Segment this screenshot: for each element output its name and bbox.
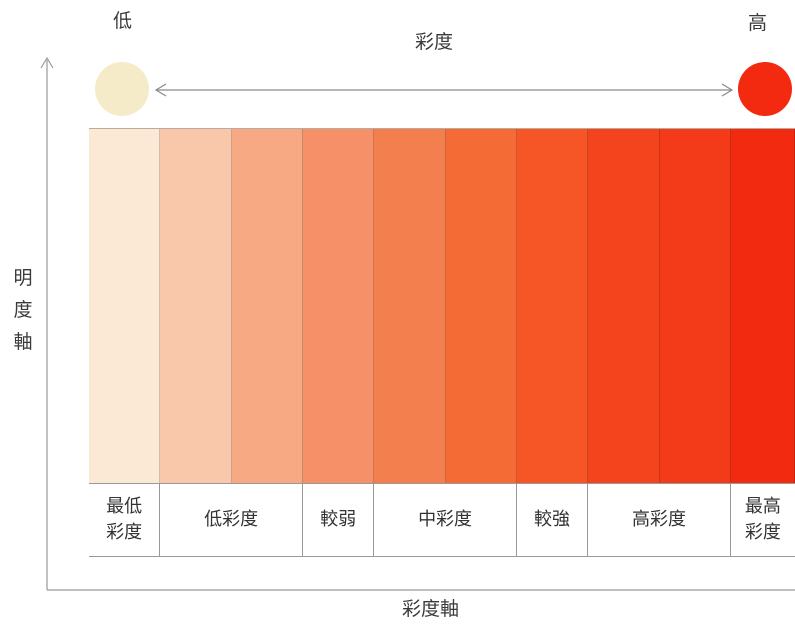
color-swatch-4 [302, 129, 375, 484]
lightness-axis-label: 明度軸 [12, 262, 34, 358]
color-swatch-1 [89, 129, 161, 484]
category-label-1: 最低 彩度 [89, 484, 161, 556]
color-swatch-5 [374, 129, 446, 484]
color-swatch-3 [231, 129, 303, 484]
category-label-4: 中彩度 [374, 484, 517, 556]
color-swatch-7 [516, 129, 589, 484]
chroma-axis-label: 彩度軸 [402, 598, 460, 620]
category-label-2: 低彩度 [160, 484, 303, 556]
high-label: 高 [748, 12, 768, 34]
vertical-axis [40, 56, 54, 590]
swatch-strip [89, 128, 795, 484]
lightness-axis-char: 明 [13, 267, 33, 289]
low-chroma-circle [95, 62, 149, 116]
color-swatch-2 [160, 129, 232, 484]
color-swatch-9 [659, 129, 731, 484]
chroma-double-arrow [154, 83, 734, 97]
high-chroma-circle [738, 62, 792, 116]
color-swatch-6 [445, 129, 517, 484]
category-label-5: 較強 [517, 484, 589, 556]
chroma-title: 彩度 [415, 31, 454, 53]
color-swatch-8 [588, 129, 660, 484]
category-label-7: 最高 彩度 [744, 496, 781, 543]
category-label-3: 較弱 [303, 484, 375, 556]
category-label-row: 最低 彩度 低彩度 較弱 中彩度 較強 高彩度 最高 彩度 [89, 483, 795, 557]
lightness-axis-char: 度 [13, 299, 33, 321]
lightness-axis-char: 軸 [13, 331, 33, 353]
category-label-6: 高彩度 [588, 484, 731, 556]
color-swatch-10 [730, 129, 795, 484]
low-label: 低 [113, 10, 133, 32]
